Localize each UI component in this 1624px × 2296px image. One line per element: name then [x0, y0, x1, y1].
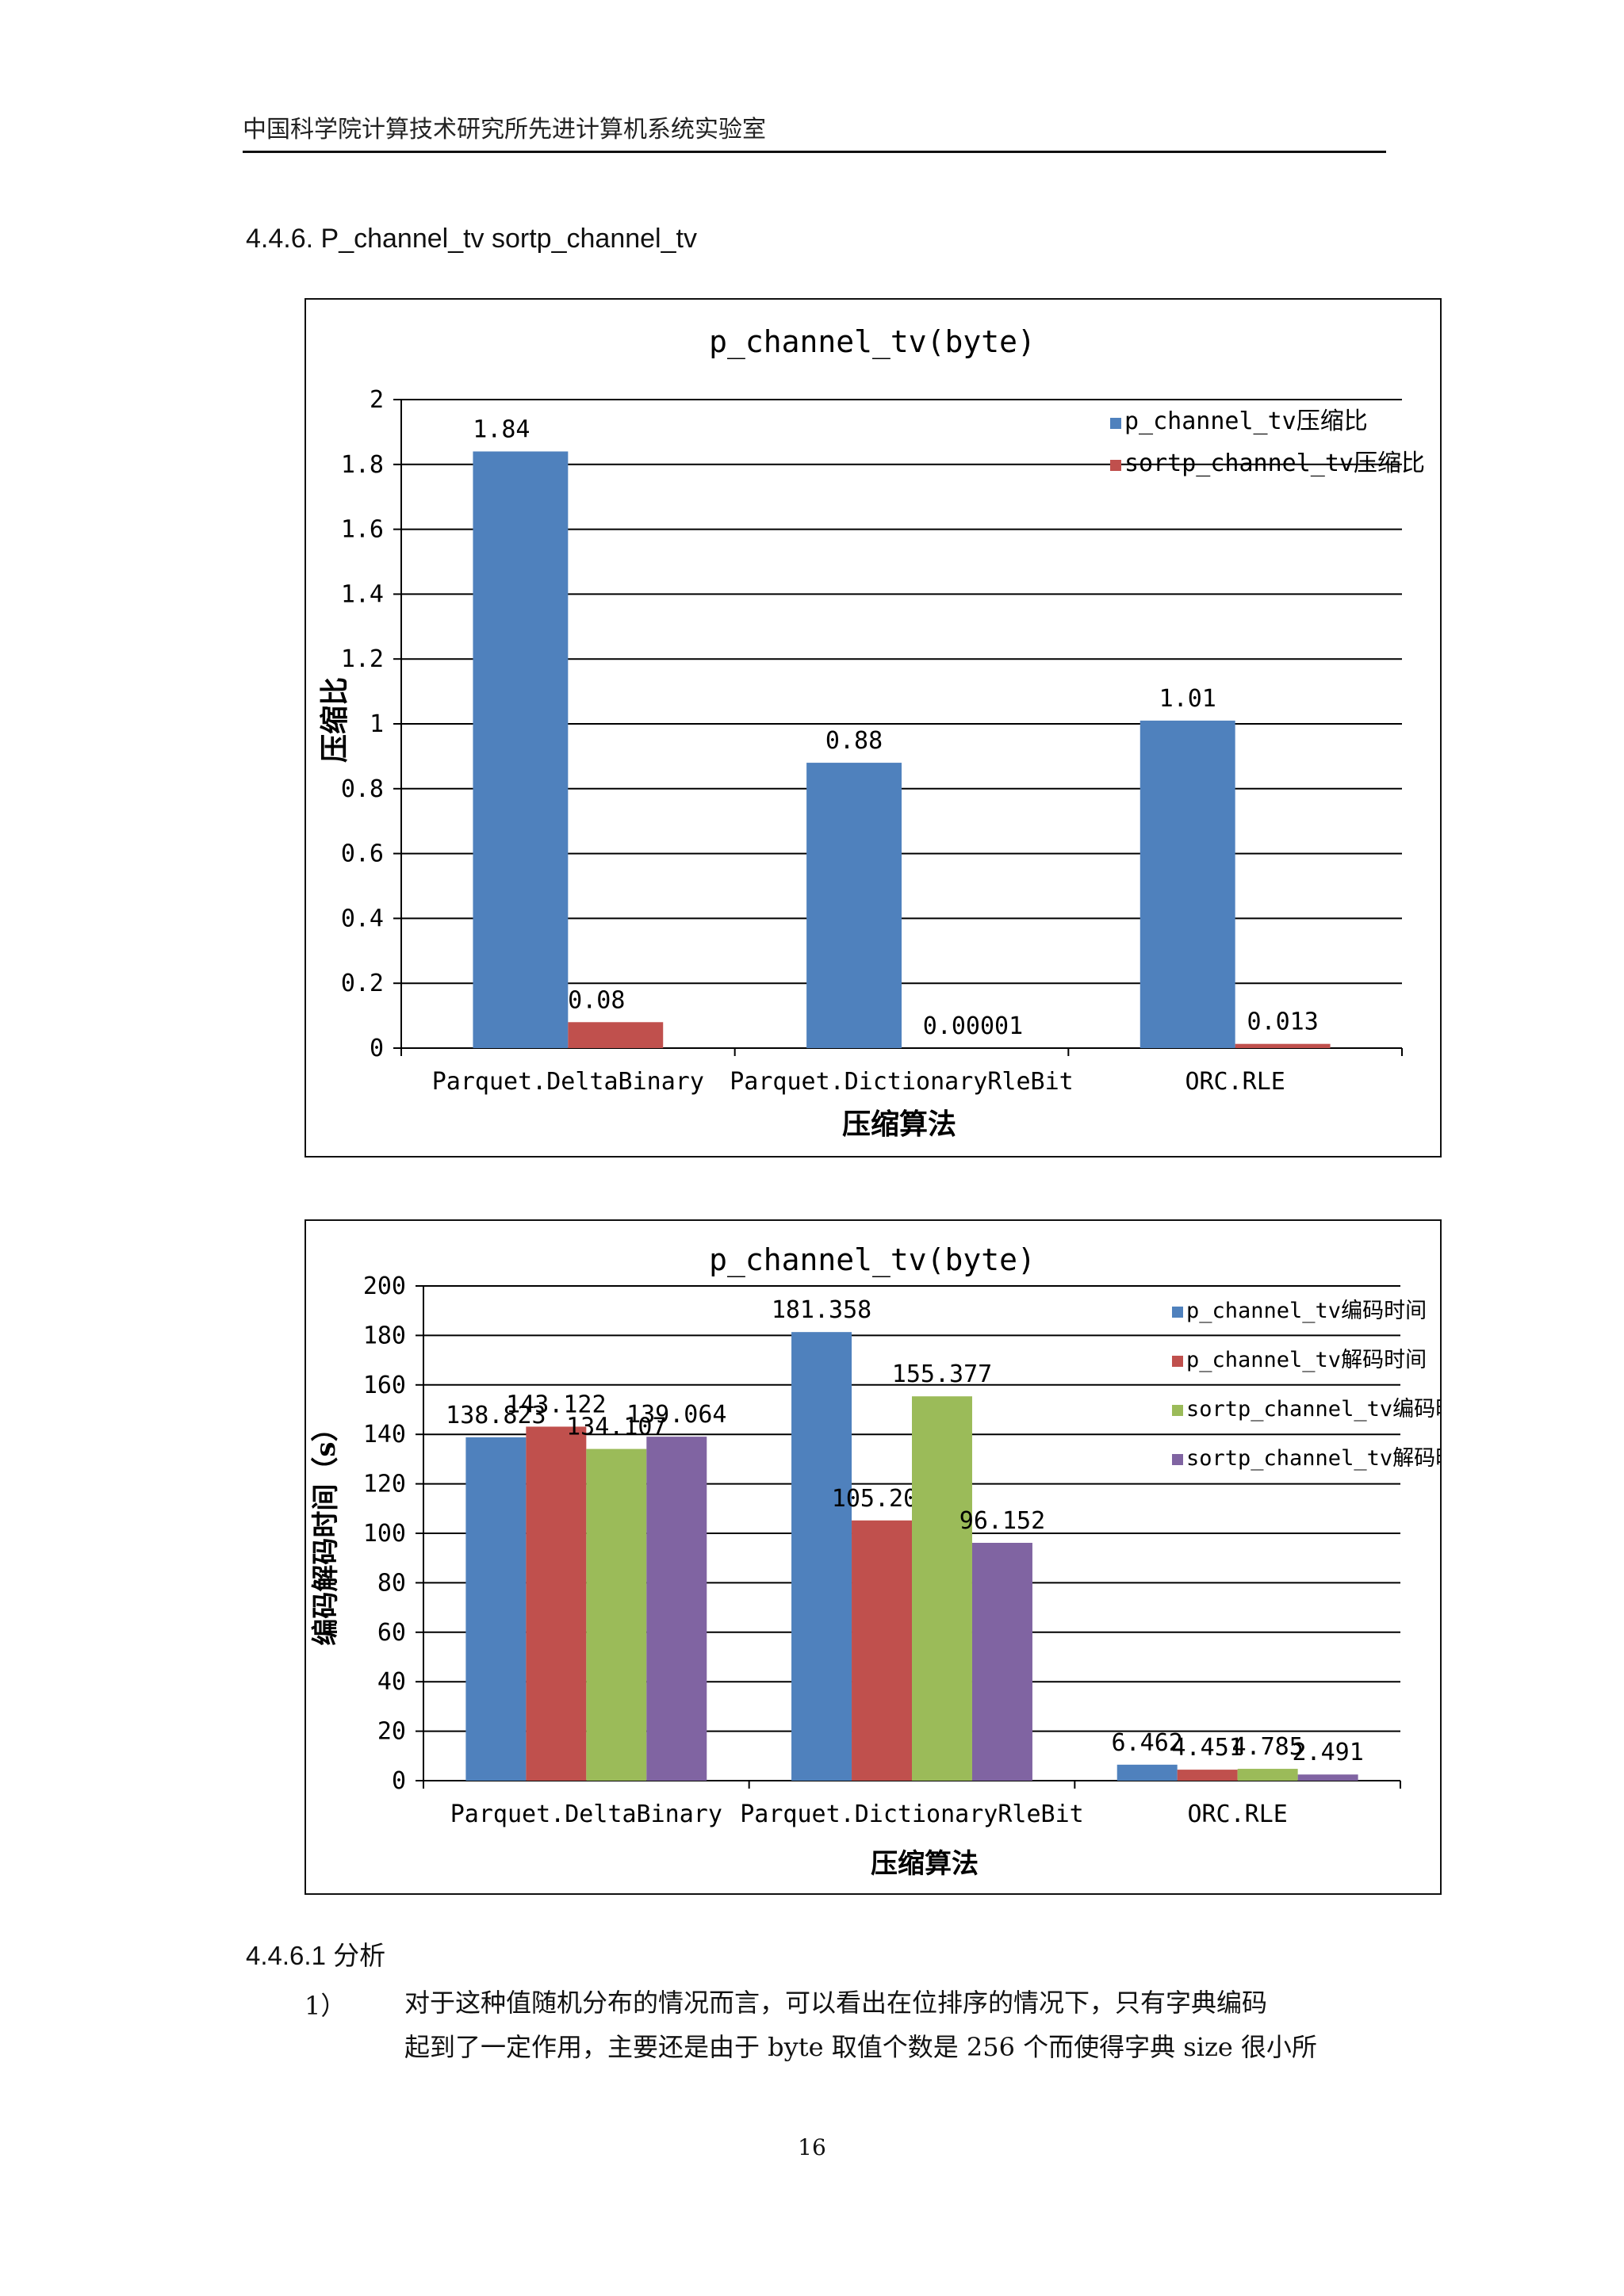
- y-tick-label: 60: [377, 1619, 406, 1647]
- bar: [526, 1426, 587, 1781]
- legend-label: p_channel_tv编码时间: [1186, 1299, 1427, 1323]
- y-tick-label: 1.8: [341, 451, 384, 479]
- x-category-label: ORC.RLE: [1187, 1800, 1287, 1828]
- bar: [852, 1520, 912, 1781]
- x-axis-title: 压缩算法: [842, 1108, 956, 1141]
- y-tick-label: 40: [377, 1668, 406, 1696]
- bar: [806, 763, 902, 1048]
- data-label: 181.358: [772, 1296, 871, 1324]
- page-number: 16: [798, 2134, 826, 2160]
- y-axis-title: 压缩比: [318, 677, 351, 763]
- data-label: 6.462: [1112, 1729, 1183, 1757]
- bar: [1237, 1769, 1298, 1781]
- data-label: 155.377: [892, 1360, 992, 1388]
- legend-swatch: [1172, 1307, 1183, 1318]
- y-tick-label: 180: [363, 1322, 406, 1349]
- chart-title: p_channel_tv(byte): [709, 324, 1036, 360]
- data-label: 0.08: [568, 986, 625, 1014]
- compression-ratio-chart: p_channel_tv(byte) 0 0.2 0.4 0.6 0.8 1 1.2 1.4 1.…: [304, 298, 1442, 1158]
- page-header: 中国科学院计算技术研究所先进计算机系统实验室: [243, 116, 766, 144]
- header-rule: [243, 151, 1386, 153]
- section-title: 4.4.6. P_channel_tv sortp_channel_tv: [246, 224, 697, 254]
- y-tick-label: 140: [363, 1421, 406, 1448]
- bar: [1235, 1043, 1331, 1048]
- legend-swatch: [1172, 1356, 1183, 1367]
- x-category-label: Parquet.DictionaryRleBit: [730, 1068, 1073, 1096]
- bar: [971, 1543, 1032, 1781]
- bar: [1116, 1764, 1178, 1781]
- data-label: 96.152: [959, 1507, 1045, 1535]
- bar: [568, 1022, 664, 1048]
- data-label: 143.122: [506, 1391, 606, 1418]
- legend-swatch: [1110, 418, 1121, 429]
- y-tick-label: 80: [377, 1569, 406, 1597]
- bar: [791, 1332, 852, 1781]
- data-label: 4.785: [1231, 1733, 1303, 1761]
- y-tick-label: 200: [363, 1272, 406, 1300]
- y-tick-label: 0.8: [341, 775, 384, 803]
- legend-label: sortp_channel_tv解码时间: [1186, 1446, 1440, 1471]
- legend-swatch: [1172, 1405, 1183, 1416]
- y-tick-label: 1.2: [341, 645, 384, 673]
- chart-title: p_channel_tv(byte): [709, 1242, 1036, 1278]
- data-label: 0.013: [1247, 1008, 1318, 1036]
- y-tick-label: 1.6: [341, 516, 384, 544]
- data-label: 138.823: [446, 1402, 546, 1429]
- encode-decode-time-svg: p_channel_tv(byte) 0 20 40 60 80 100 120 140 160 1…: [310, 1242, 1440, 1880]
- x-category-label: Parquet.DeltaBinary: [450, 1800, 722, 1828]
- bar: [1139, 720, 1235, 1048]
- y-tick-label: 100: [363, 1520, 406, 1548]
- legend-swatch: [1110, 460, 1121, 471]
- y-tick-label: 120: [363, 1471, 406, 1498]
- encode-decode-time-chart: p_channel_tv(byte) 0 20 40 60 80 100 120 140 160 1…: [304, 1219, 1442, 1895]
- data-label: 134.107: [566, 1414, 666, 1441]
- y-tick-label: 0: [392, 1767, 406, 1795]
- analysis-line: 起到了一定作用，主要还是由于 byte 取值个数是 256 个而使得字典 siz…: [404, 2032, 1317, 2062]
- bar: [586, 1448, 647, 1781]
- compression-ratio-svg: p_channel_tv(byte) 0 0.2 0.4 0.6 0.8 1 1.2 1.4 1.…: [318, 324, 1425, 1141]
- data-label: 0.88: [825, 727, 883, 755]
- analysis-paragraph: 对于这种值随机分布的情况而言，可以看出在位排序的情况下，只有字典编码 起到了一定…: [404, 1980, 1388, 2069]
- y-tick-label: 1.4: [341, 580, 384, 608]
- bar: [473, 451, 569, 1048]
- y-tick-label: 0.6: [341, 840, 384, 868]
- legend-label: sortp_channel_tv编码时间: [1186, 1397, 1440, 1422]
- y-tick-label: 0: [370, 1035, 384, 1062]
- y-tick-label: 20: [377, 1718, 406, 1746]
- y-tick-label: 0.2: [341, 970, 384, 997]
- y-tick-label: 2: [370, 386, 384, 414]
- analysis-line: 对于这种值随机分布的情况而言，可以看出在位排序的情况下，只有字典编码: [404, 1988, 1268, 2018]
- data-label: 0.00001: [923, 1012, 1023, 1040]
- x-category-label: ORC.RLE: [1185, 1068, 1285, 1096]
- data-label: 1.01: [1159, 685, 1216, 713]
- data-label: 2.491: [1292, 1739, 1363, 1766]
- x-category-label: Parquet.DeltaBinary: [432, 1068, 704, 1096]
- analysis-item-number: 1）: [304, 1991, 347, 2021]
- legend-swatch: [1172, 1454, 1183, 1465]
- bar: [1297, 1774, 1358, 1781]
- bar: [465, 1437, 527, 1781]
- y-axis-title: 编码解码时间（s）: [310, 1414, 342, 1645]
- x-category-label: Parquet.DictionaryRleBit: [740, 1800, 1083, 1828]
- y-tick-label: 1: [370, 710, 384, 738]
- bar: [1177, 1770, 1238, 1781]
- legend-label: sortp_channel_tv压缩比: [1124, 450, 1425, 477]
- legend-label: p_channel_tv压缩比: [1124, 408, 1368, 435]
- analysis-title: 4.4.6.1 分析: [246, 1941, 386, 1970]
- legend-label: p_channel_tv解码时间: [1186, 1348, 1427, 1372]
- y-tick-label: 0.4: [341, 905, 384, 932]
- bar: [646, 1437, 707, 1781]
- bar: [912, 1396, 972, 1781]
- data-label: 4.451: [1172, 1734, 1243, 1762]
- y-tick-label: 160: [363, 1372, 406, 1399]
- data-label: 139.064: [626, 1401, 726, 1429]
- x-axis-title: 压缩算法: [871, 1848, 979, 1880]
- data-label: 1.84: [473, 415, 530, 443]
